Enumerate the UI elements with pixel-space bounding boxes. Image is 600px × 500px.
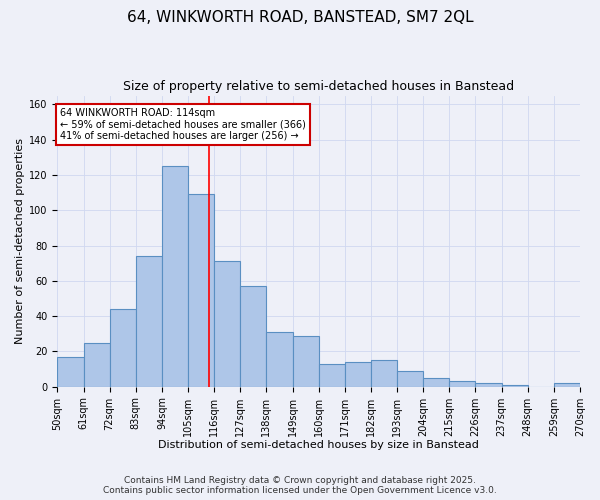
Text: 64, WINKWORTH ROAD, BANSTEAD, SM7 2QL: 64, WINKWORTH ROAD, BANSTEAD, SM7 2QL [127, 10, 473, 25]
Bar [162, 166, 188, 386]
Bar [554, 383, 580, 386]
Bar [475, 383, 502, 386]
X-axis label: Distribution of semi-detached houses by size in Banstead: Distribution of semi-detached houses by … [158, 440, 479, 450]
Y-axis label: Number of semi-detached properties: Number of semi-detached properties [15, 138, 25, 344]
Bar [423, 378, 449, 386]
Bar [241, 286, 266, 386]
Bar [293, 336, 319, 386]
Title: Size of property relative to semi-detached houses in Banstead: Size of property relative to semi-detach… [123, 80, 514, 93]
Bar [371, 360, 397, 386]
Bar [110, 309, 136, 386]
Bar [188, 194, 214, 386]
Bar [345, 362, 371, 386]
Bar [319, 364, 345, 386]
Bar [136, 256, 162, 386]
Text: 64 WINKWORTH ROAD: 114sqm
← 59% of semi-detached houses are smaller (366)
41% of: 64 WINKWORTH ROAD: 114sqm ← 59% of semi-… [60, 108, 305, 141]
Bar [83, 342, 110, 386]
Bar [502, 385, 528, 386]
Bar [58, 356, 83, 386]
Bar [266, 332, 293, 386]
Bar [397, 371, 423, 386]
Bar [449, 382, 475, 386]
Text: Contains HM Land Registry data © Crown copyright and database right 2025.
Contai: Contains HM Land Registry data © Crown c… [103, 476, 497, 495]
Bar [214, 262, 241, 386]
